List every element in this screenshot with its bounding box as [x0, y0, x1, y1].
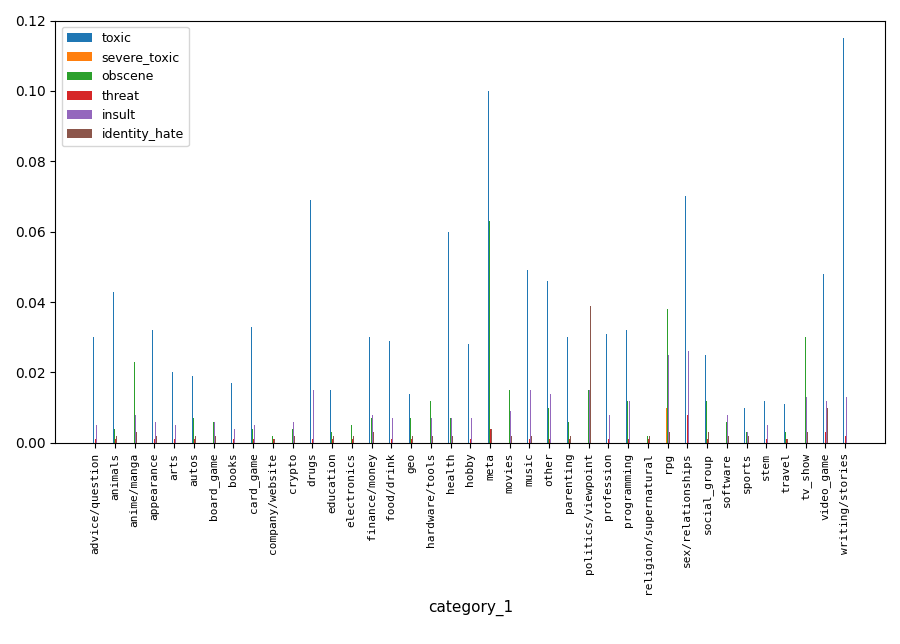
X-axis label: category_1: category_1 [428, 600, 513, 616]
Legend: toxic, severe_toxic, obscene, threat, insult, identity_hate: toxic, severe_toxic, obscene, threat, in… [62, 27, 189, 146]
